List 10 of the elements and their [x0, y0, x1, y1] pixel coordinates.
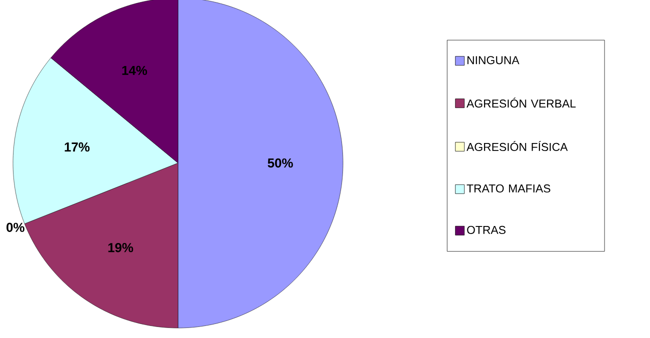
data-label: 50% — [268, 158, 293, 168]
text: 0% — [6, 222, 24, 232]
legend-label: OTRAS — [467, 226, 506, 234]
data-label: 17% — [64, 142, 90, 152]
legend-label: AGRESIÓN VERBAL — [466, 98, 576, 108]
data-label: 14% — [122, 66, 148, 75]
data-label: 19% — [108, 243, 134, 252]
legend-label: AGRESIÓN FÍSICA — [466, 140, 568, 152]
legend-label: NINGUNA — [467, 56, 520, 64]
legend-label: TRATO MAFIAS — [466, 184, 550, 193]
